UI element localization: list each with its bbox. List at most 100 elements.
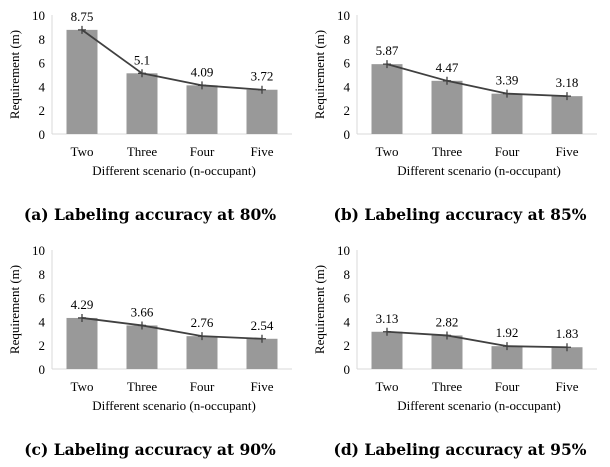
y-tick-label: 2 [39,338,46,353]
caption-a: (a) Labeling accuracy at 80% [23,205,277,224]
y-tick-label: 10 [32,8,45,23]
bar [126,73,158,134]
bar [66,29,98,134]
y-tick-label: 6 [39,291,46,306]
data-label: 3.18 [556,75,579,90]
bar [551,347,583,369]
trend-line [81,317,263,340]
trend-line [386,63,568,98]
bar [186,336,218,369]
x-tick-label: Three [432,379,463,394]
caption-b: (b) Labeling accuracy at 85% [333,205,587,224]
point-marker [443,76,451,85]
point-marker [138,321,146,330]
data-label: 8.75 [71,9,94,24]
point-marker [563,92,571,101]
point-marker [383,327,391,336]
chart-panel-c: 0 2 4 6 8 10 Requirement (m) Two Three Four Five Di… [0,235,305,440]
y-tick-label: 8 [344,267,351,282]
y-tick-label: 8 [39,32,46,47]
y-tick-label: 2 [344,338,351,353]
bar [126,325,158,369]
x-tick-label: Four [190,379,215,394]
data-label: 5.87 [376,43,399,58]
trend-line [81,29,263,91]
chart-d-svg: 0 2 4 6 8 10 Requirement (m) Two Three Four Five Di… [312,243,597,413]
x-tick-label: Three [432,144,463,159]
y-tick-label: 0 [39,362,46,377]
y-tick-label: 8 [39,267,46,282]
x-tick-label: Four [495,379,520,394]
y-tick-label: 6 [39,56,46,71]
data-label: 5.1 [134,52,150,67]
y-tick-label: 8 [344,32,351,47]
x-tick-label: Four [190,144,215,159]
chart-a-svg: 0 2 4 6 8 10 Requirement (m) Two Three Four Five Di… [7,8,292,178]
point-marker [503,342,511,351]
point-marker [503,89,511,98]
point-marker [198,81,206,90]
bar [371,331,403,369]
bar [66,317,98,369]
data-label: 4.29 [71,297,94,312]
bar [431,80,463,134]
x-tick-label: Two [376,379,399,394]
x-axis-label: Different scenario (n-occupant) [397,398,561,413]
data-label: 3.39 [496,73,519,88]
data-label: 2.82 [436,314,459,329]
y-axis-label: Requirement (m) [7,265,22,354]
caption-d: (d) Labeling accuracy at 95% [333,440,587,459]
y-axis-label: Requirement (m) [7,30,22,119]
y-tick-label: 2 [39,103,46,118]
y-tick-label: 10 [337,243,350,258]
chart-panel-d: 0 2 4 6 8 10 Requirement (m) Two Three Four Five Di… [305,235,610,440]
x-tick-label: Five [555,144,578,159]
x-tick-label: Two [71,379,94,394]
y-tick-label: 4 [39,314,46,329]
point-marker [138,69,146,78]
trend-line [386,330,568,349]
data-label: 3.72 [251,69,274,84]
point-marker [383,60,391,69]
y-axis-label: Requirement (m) [312,265,327,354]
x-tick-label: Four [495,144,520,159]
x-axis-label: Different scenario (n-occupant) [92,163,256,178]
y-tick-label: 4 [344,79,351,94]
y-tick-label: 0 [39,127,46,142]
point-marker [78,313,86,322]
point-marker [258,85,266,94]
x-tick-label: Five [250,379,273,394]
x-tick-label: Two [376,144,399,159]
data-label: 4.09 [191,64,214,79]
y-tick-label: 0 [344,362,351,377]
bar [246,89,278,134]
y-axis-label: Requirement (m) [312,30,327,119]
y-tick-label: 10 [337,8,350,23]
bar [246,338,278,369]
y-tick-label: 4 [39,79,46,94]
point-marker [443,331,451,340]
x-axis-label: Different scenario (n-occupant) [92,398,256,413]
data-label: 1.92 [496,325,519,340]
y-tick-label: 2 [344,103,351,118]
x-tick-label: Five [555,379,578,394]
chart-panel-a: 0 2 4 6 8 10 Requirement (m) Two Three Four Five Di… [0,0,305,205]
data-label: 1.83 [556,326,579,341]
y-tick-label: 4 [344,314,351,329]
data-label: 3.13 [376,311,399,326]
bar [491,93,523,134]
bar [491,346,523,369]
point-marker [563,343,571,352]
data-label: 4.47 [436,60,459,75]
x-axis-label: Different scenario (n-occupant) [397,163,561,178]
data-label: 2.54 [251,318,274,333]
point-marker [198,332,206,341]
bar [431,335,463,369]
chart-panel-b: 0 2 4 6 8 10 Requirement (m) Two Three Four Five Di… [305,0,610,205]
y-tick-label: 6 [344,56,351,71]
chart-c-svg: 0 2 4 6 8 10 Requirement (m) Two Three Four Five Di… [7,243,292,413]
x-tick-label: Three [127,144,158,159]
bar [186,85,218,134]
chart-b-svg: 0 2 4 6 8 10 Requirement (m) Two Three Four Five Di… [312,8,597,178]
x-tick-label: Two [71,144,94,159]
